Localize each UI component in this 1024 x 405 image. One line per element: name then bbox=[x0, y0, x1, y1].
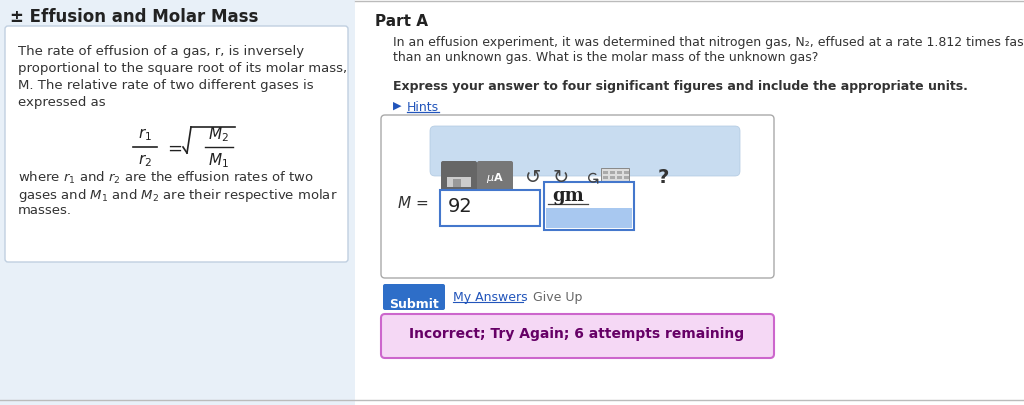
Text: $M_1$: $M_1$ bbox=[208, 151, 228, 170]
Text: ?: ? bbox=[657, 168, 669, 187]
Bar bbox=[603, 172, 608, 175]
Bar bbox=[544, 183, 634, 230]
FancyBboxPatch shape bbox=[5, 27, 348, 262]
Text: Express your answer to four significant figures and include the appropriate unit: Express your answer to four significant … bbox=[393, 80, 968, 93]
FancyBboxPatch shape bbox=[430, 127, 740, 177]
Bar bbox=[624, 177, 629, 179]
Bar bbox=[624, 172, 629, 175]
Text: gm: gm bbox=[552, 187, 584, 205]
Text: $M_2$: $M_2$ bbox=[208, 125, 228, 144]
Text: $=$: $=$ bbox=[164, 139, 182, 157]
Bar bbox=[617, 177, 622, 179]
Text: 92: 92 bbox=[449, 196, 473, 215]
FancyBboxPatch shape bbox=[381, 116, 774, 278]
Text: Hints: Hints bbox=[407, 101, 439, 114]
Text: ↻: ↻ bbox=[553, 168, 569, 187]
Text: $M$ =: $M$ = bbox=[397, 194, 428, 211]
Text: expressed as: expressed as bbox=[18, 96, 105, 109]
Bar bbox=[610, 172, 615, 175]
Text: $r_1$: $r_1$ bbox=[138, 126, 152, 143]
Bar bbox=[546, 209, 632, 228]
Bar bbox=[453, 179, 461, 188]
Text: ▶: ▶ bbox=[393, 101, 401, 111]
Text: $r_2$: $r_2$ bbox=[138, 152, 152, 169]
Bar bbox=[601, 168, 629, 187]
Bar bbox=[610, 177, 615, 179]
FancyBboxPatch shape bbox=[383, 284, 445, 310]
Bar bbox=[624, 181, 629, 185]
Text: The rate of effusion of a gas, r, is inversely: The rate of effusion of a gas, r, is inv… bbox=[18, 45, 304, 58]
Text: masses.: masses. bbox=[18, 203, 72, 216]
FancyBboxPatch shape bbox=[441, 162, 477, 194]
Text: Part A: Part A bbox=[375, 14, 428, 29]
Text: ± Effusion and Molar Mass: ± Effusion and Molar Mass bbox=[10, 8, 258, 26]
Bar bbox=[610, 181, 615, 185]
Bar bbox=[603, 181, 608, 185]
Bar bbox=[355, 0, 1024, 405]
Text: In an effusion experiment, it was determined that nitrogen gas, N₂, effused at a: In an effusion experiment, it was determ… bbox=[393, 36, 1024, 49]
Bar bbox=[0, 0, 355, 405]
Text: My Answers: My Answers bbox=[453, 290, 527, 303]
Bar bbox=[440, 190, 540, 226]
Bar bbox=[603, 177, 608, 179]
Text: Submit: Submit bbox=[389, 297, 439, 310]
Text: than an unknown gas. What is the molar mass of the unknown gas?: than an unknown gas. What is the molar m… bbox=[393, 51, 818, 64]
Text: ↺: ↺ bbox=[580, 171, 598, 185]
Bar bbox=[617, 172, 622, 175]
Text: ↺: ↺ bbox=[525, 168, 542, 187]
Text: M. The relative rate of two different gases is: M. The relative rate of two different ga… bbox=[18, 79, 313, 92]
Text: Give Up: Give Up bbox=[534, 290, 583, 303]
Text: $\mu$A: $\mu$A bbox=[486, 171, 504, 185]
FancyBboxPatch shape bbox=[381, 314, 774, 358]
Bar bbox=[617, 181, 622, 185]
Text: Incorrect; Try Again; 6 attempts remaining: Incorrect; Try Again; 6 attempts remaini… bbox=[410, 326, 744, 340]
Text: proportional to the square root of its molar mass,: proportional to the square root of its m… bbox=[18, 62, 347, 75]
Bar bbox=[447, 177, 471, 188]
Text: gases and $M_1$ and $M_2$ are their respective molar: gases and $M_1$ and $M_2$ are their resp… bbox=[18, 187, 338, 203]
FancyBboxPatch shape bbox=[477, 162, 513, 194]
Text: where $r_1$ and $r_2$ are the effusion rates of two: where $r_1$ and $r_2$ are the effusion r… bbox=[18, 170, 313, 185]
